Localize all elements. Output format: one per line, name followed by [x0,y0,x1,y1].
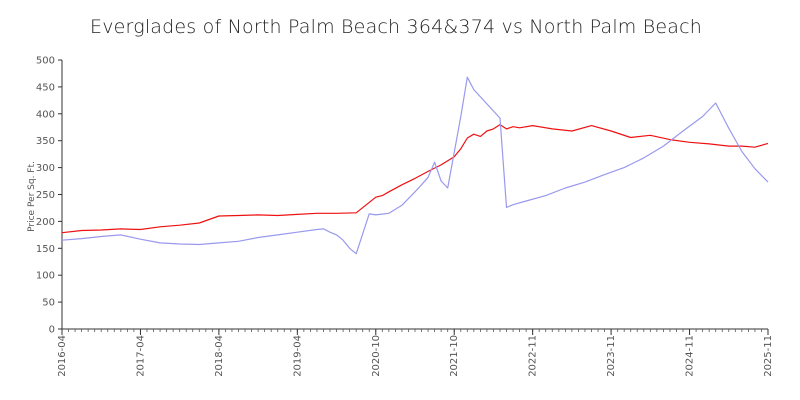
x-tick-label: 2016-04 [57,335,68,377]
y-tick-label: 0 [49,325,55,336]
x-tick-label: 2025-11 [763,335,774,377]
x-tick-label: 2019-04 [292,335,303,377]
x-tick-label: 2017-04 [135,335,146,377]
x-tick-label: 2022-11 [528,335,539,377]
y-tick-label: 300 [36,163,55,174]
y-tick-label: 50 [42,298,55,309]
y-tick-label: 100 [36,271,55,282]
x-tick-label: 2020-10 [371,335,382,377]
series-line-2 [61,76,769,255]
y-tick-label: 400 [36,109,55,120]
x-tick-label: 2021-10 [449,335,460,377]
x-tick-label: 2018-04 [214,335,225,377]
series-line-1 [61,123,769,234]
x-tick-label: 2023-11 [606,335,617,377]
y-tick-label: 450 [36,82,55,93]
y-tick-label: 250 [36,190,55,201]
y-tick-label: 500 [36,56,55,67]
x-tick-label: 2024-11 [685,335,696,377]
y-axis-label: Price Per Sq. Ft. [27,161,37,232]
y-tick-label: 350 [36,136,55,147]
y-tick-label: 150 [36,244,55,255]
y-tick-label: 200 [36,217,55,228]
chart-title: Everglades of North Palm Beach 364&374 v… [90,16,703,38]
